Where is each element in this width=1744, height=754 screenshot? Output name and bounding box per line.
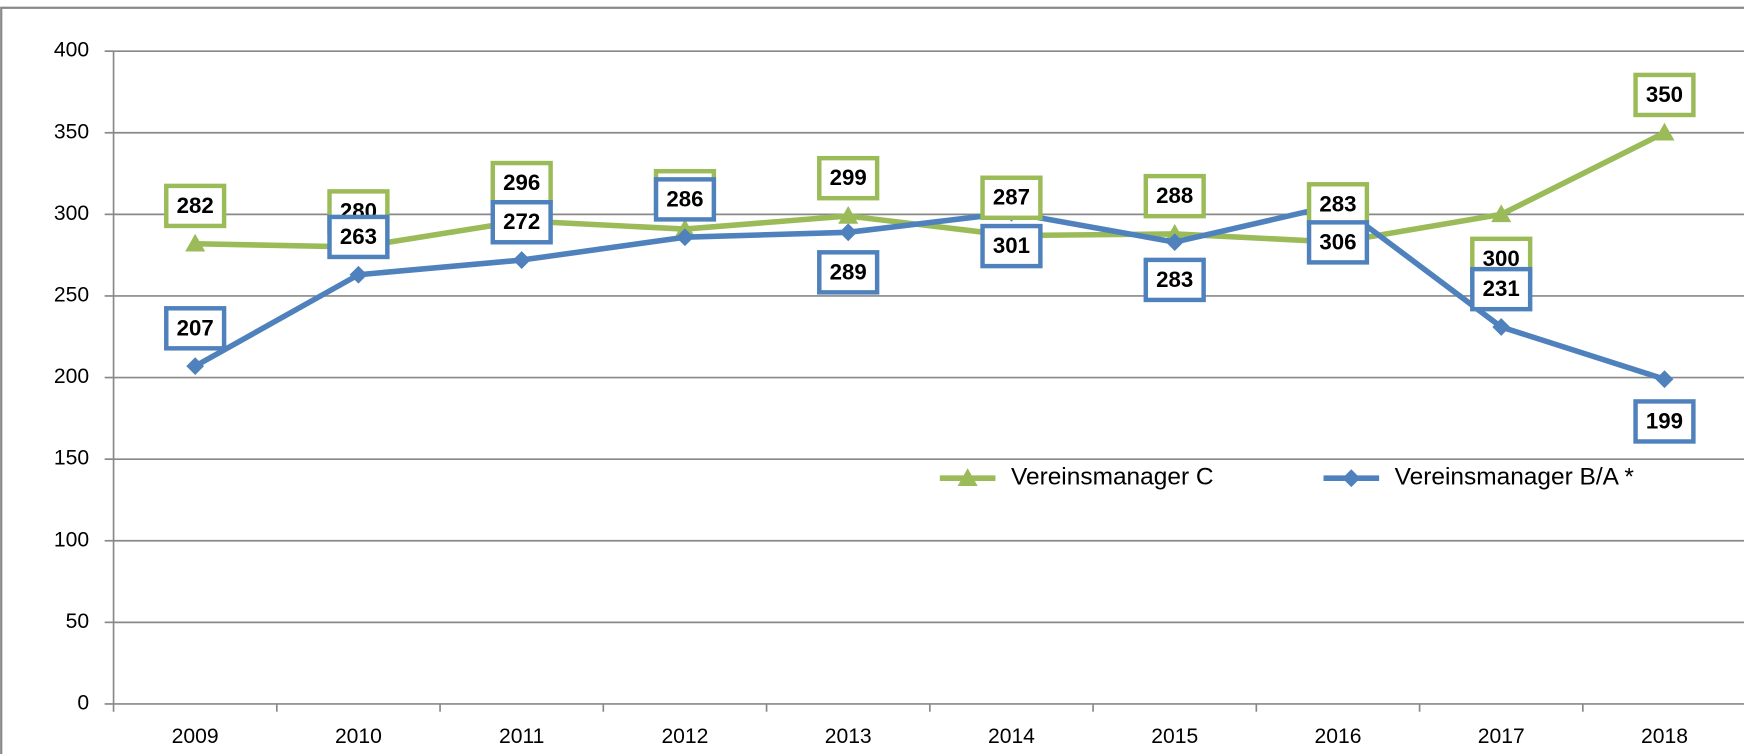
x-tick-label: 2018 bbox=[1641, 725, 1688, 748]
legend-label: Vereinsmanager B/A * bbox=[1395, 464, 1635, 491]
data-label-box bbox=[490, 199, 553, 245]
legend-label: Vereinsmanager C bbox=[1011, 464, 1214, 491]
data-label-box bbox=[817, 250, 880, 295]
x-tick-label: 2016 bbox=[1314, 725, 1361, 748]
x-tick-label: 2011 bbox=[499, 725, 544, 748]
data-label-box bbox=[327, 214, 390, 260]
y-tick-label: 400 bbox=[54, 39, 89, 62]
data-label: 299 bbox=[830, 165, 867, 190]
data-label: 272 bbox=[503, 209, 540, 234]
x-tick-label: 2015 bbox=[1151, 725, 1198, 748]
chart-frame bbox=[0, 6, 1744, 754]
data-label: 231 bbox=[1483, 276, 1520, 301]
x-tick-label: 2010 bbox=[335, 725, 382, 748]
data-label: 199 bbox=[1646, 408, 1683, 433]
y-tick-label: 300 bbox=[54, 202, 89, 225]
data-label-box bbox=[1306, 182, 1370, 227]
data-label: 301 bbox=[993, 233, 1030, 258]
data-label: 296 bbox=[503, 170, 540, 195]
y-tick-label: 100 bbox=[54, 528, 89, 551]
data-label: 283 bbox=[1156, 267, 1193, 292]
marker bbox=[1654, 122, 1675, 141]
data-label: 282 bbox=[177, 193, 214, 218]
data-label-box bbox=[653, 177, 717, 222]
data-label: 283 bbox=[1319, 191, 1356, 216]
marker bbox=[1342, 469, 1361, 488]
data-label-box bbox=[1633, 399, 1696, 444]
series-line bbox=[195, 130, 1666, 250]
data-label: 306 bbox=[1319, 229, 1356, 254]
y-tick-label: 200 bbox=[54, 365, 89, 388]
data-label-box bbox=[164, 306, 227, 351]
data-label-box bbox=[817, 155, 880, 201]
data-label-box bbox=[1633, 72, 1696, 118]
marker bbox=[676, 228, 694, 247]
x-tick-label: 2012 bbox=[661, 725, 708, 748]
y-tick-label: 350 bbox=[54, 120, 89, 143]
marker bbox=[1491, 204, 1512, 223]
data-label: 263 bbox=[340, 224, 377, 249]
marker bbox=[674, 219, 695, 237]
marker bbox=[1655, 370, 1674, 389]
data-label-box bbox=[1143, 173, 1206, 219]
x-tick-label: 2017 bbox=[1478, 725, 1525, 748]
x-tick-label: 2013 bbox=[825, 725, 872, 748]
marker bbox=[512, 251, 531, 269]
data-label: 289 bbox=[830, 259, 867, 284]
y-tick-label: 250 bbox=[54, 284, 89, 307]
marker bbox=[957, 468, 978, 486]
data-label-box bbox=[1143, 257, 1206, 303]
data-label-box bbox=[164, 183, 227, 229]
x-tick-label: 2009 bbox=[172, 725, 219, 748]
series-line bbox=[193, 201, 1666, 382]
data-label-box bbox=[980, 223, 1043, 269]
data-label: 207 bbox=[177, 315, 214, 340]
data-label: 288 bbox=[1156, 183, 1193, 208]
data-label-box bbox=[1470, 266, 1533, 312]
marker bbox=[839, 223, 858, 242]
data-label-box bbox=[980, 175, 1043, 221]
data-label-box bbox=[1306, 220, 1370, 265]
y-tick-label: 0 bbox=[77, 692, 89, 715]
marker bbox=[1165, 233, 1184, 251]
x-tick-label: 2014 bbox=[988, 725, 1035, 748]
data-label: 300 bbox=[1483, 246, 1520, 271]
y-tick-label: 150 bbox=[54, 447, 89, 470]
marker bbox=[1164, 223, 1185, 242]
marker bbox=[838, 205, 859, 224]
data-label: 350 bbox=[1646, 82, 1683, 107]
data-label: 287 bbox=[993, 185, 1030, 210]
data-label: 286 bbox=[666, 186, 703, 211]
marker bbox=[186, 357, 205, 376]
y-tick-label: 50 bbox=[66, 610, 89, 633]
marker bbox=[185, 233, 206, 252]
